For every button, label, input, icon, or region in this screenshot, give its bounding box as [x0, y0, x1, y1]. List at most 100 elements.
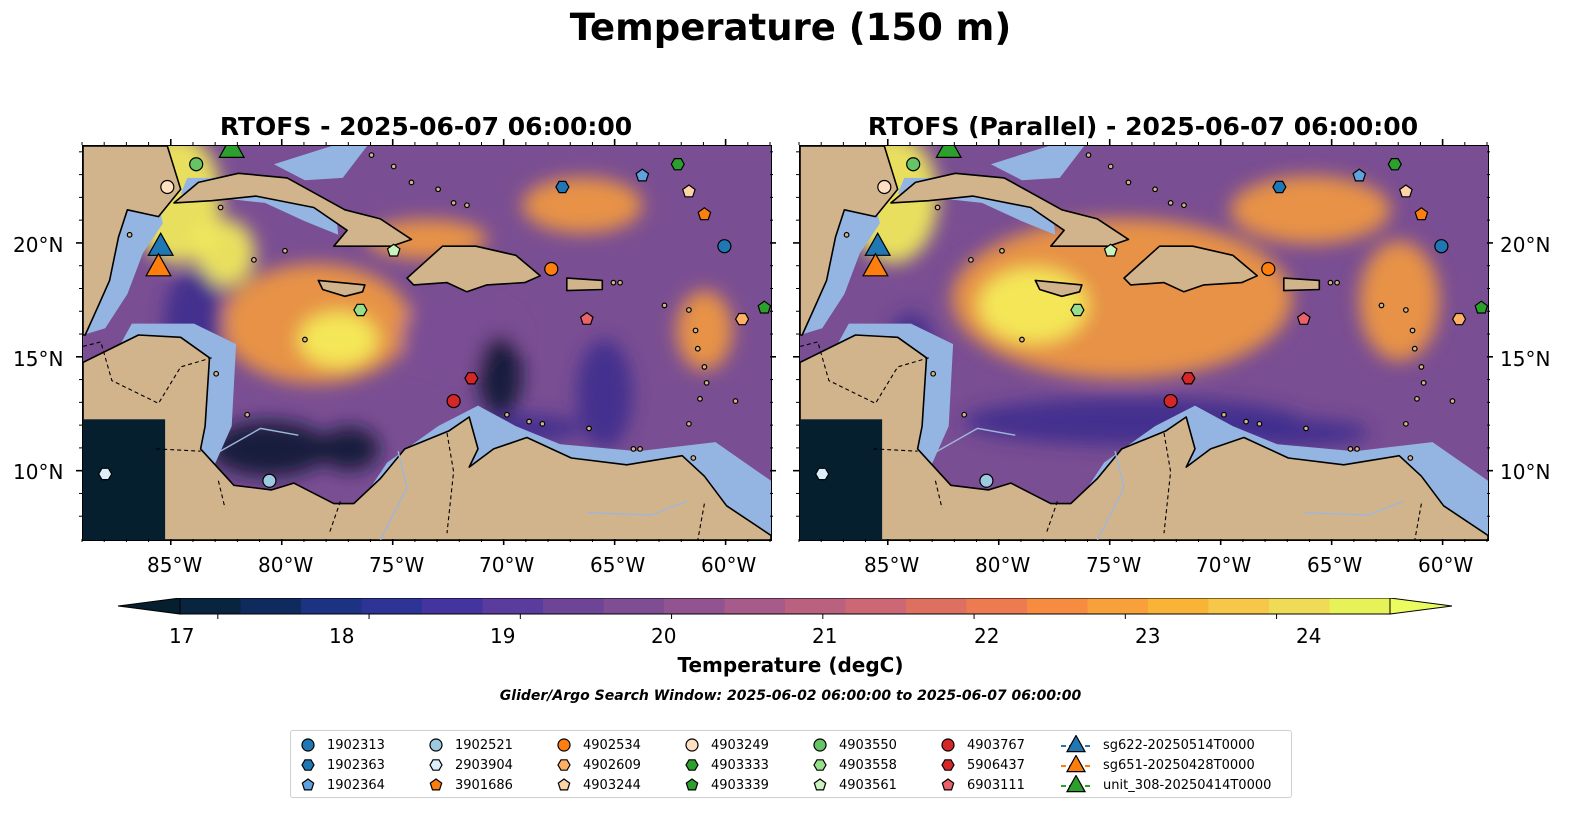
- island: [703, 379, 710, 386]
- island: [217, 204, 224, 211]
- country-border: [217, 480, 226, 509]
- island: [637, 446, 643, 452]
- argo-float-5906437: [1181, 372, 1196, 385]
- figure-title: Temperature (150 m): [569, 6, 1012, 49]
- x-tick-label: 60°W: [1418, 553, 1474, 577]
- argo-float-4903339: [1474, 300, 1488, 314]
- temperature-region: [1359, 240, 1440, 361]
- island: [934, 204, 941, 211]
- argo-float-1902363: [555, 180, 570, 194]
- pacific-ocean: [83, 419, 166, 540]
- legend-item: 1902521: [427, 735, 513, 755]
- island: [732, 398, 739, 404]
- island: [1409, 327, 1416, 334]
- country-border: [328, 501, 341, 534]
- country-border: [1414, 503, 1422, 540]
- legend-item: 4903558: [811, 755, 897, 775]
- legend-marker-icon: [941, 738, 955, 752]
- island: [1107, 163, 1114, 170]
- legend-marker-icon: [685, 738, 699, 752]
- x-tick-label: 80°W: [258, 553, 314, 577]
- argo-float-1902364: [635, 168, 650, 182]
- argo-float-4903558: [353, 303, 368, 317]
- island: [1414, 395, 1420, 402]
- island: [1402, 420, 1409, 427]
- island: [408, 179, 415, 186]
- country-border: [83, 341, 212, 405]
- legend-item: 2903904: [427, 755, 513, 775]
- argo-float-4903333: [1387, 158, 1402, 171]
- colorbar-tick-label: 20: [651, 624, 677, 648]
- colorbar-tick-label: 19: [490, 624, 516, 648]
- legend-glyph: [429, 759, 443, 771]
- colorbar: [117, 598, 1453, 619]
- x-tick-label: 65°W: [590, 553, 646, 577]
- argo-float-2903904: [98, 467, 113, 481]
- legend-item: 4903767: [939, 735, 1025, 755]
- y-tick-label: 10°N: [1500, 460, 1551, 484]
- map-panel-rtofs: [82, 145, 772, 541]
- x-tick-label: 75°W: [369, 553, 425, 577]
- legend-glyph: [301, 738, 315, 752]
- argo-float-5906437: [464, 372, 479, 385]
- x-tick-label: 70°W: [1196, 553, 1252, 577]
- legend-glider-icon: [1061, 755, 1091, 773]
- land-area: [1123, 245, 1259, 293]
- legend-glyph: [685, 778, 699, 791]
- legend-item: 4903550: [811, 735, 897, 755]
- argo-float-3901686: [697, 207, 712, 221]
- colorbar-segment: [180, 598, 241, 614]
- island: [1411, 345, 1418, 352]
- legend-marker-icon: [685, 759, 699, 771]
- legend-marker-icon: [813, 759, 827, 771]
- argo-float-4903558: [1070, 303, 1085, 317]
- panel-title-parallel: RTOFS (Parallel) - 2025-06-07 06:00:00: [867, 112, 1419, 141]
- temperature-region: [522, 177, 643, 234]
- argo-float-4902609: [734, 312, 750, 326]
- island: [1256, 420, 1263, 427]
- island: [1152, 186, 1158, 193]
- glider-unit_308-20250414T0000: [218, 146, 246, 158]
- country-border: [446, 432, 455, 534]
- argo-float-1902313: [1434, 239, 1449, 254]
- island: [1019, 336, 1025, 343]
- glider-unit_308-20250414T0000: [935, 146, 963, 158]
- temperature-region: [319, 426, 380, 471]
- legend-glyph: [813, 778, 827, 791]
- river: [379, 451, 408, 540]
- legend-glyph: [557, 759, 571, 771]
- colorbar-title: Temperature (degC): [677, 653, 904, 677]
- colorbar-segment: [1269, 598, 1330, 614]
- legend-glyph: [301, 778, 315, 791]
- island: [843, 231, 850, 238]
- land-area: [83, 334, 771, 540]
- argo-float-4903333: [670, 158, 685, 171]
- argo-float-4903561: [1103, 243, 1118, 257]
- island: [435, 186, 441, 193]
- island: [967, 256, 974, 263]
- temperature-region: [298, 311, 379, 368]
- colorbar-segment: [422, 598, 483, 614]
- colorbar-segment: [1087, 598, 1149, 614]
- x-tick-label: 80°W: [975, 553, 1031, 577]
- y-tick-label: 20°N: [1500, 233, 1551, 257]
- land-area: [800, 334, 1488, 540]
- argo-float-4903244: [681, 184, 696, 198]
- legend-item: 1902313: [299, 735, 385, 755]
- legend-glyph: [429, 738, 443, 752]
- legend-item: 4903244: [555, 775, 641, 795]
- legend-item: 1902363: [299, 755, 385, 775]
- island: [282, 247, 288, 254]
- x-tick-label: 65°W: [1307, 553, 1363, 577]
- land-area: [317, 279, 366, 298]
- legend-marker-icon: [557, 778, 571, 791]
- y-tick-label: 15°N: [13, 347, 64, 371]
- legend-marker-icon: [429, 759, 443, 771]
- island: [1125, 179, 1132, 186]
- argo-float-4902609: [1451, 312, 1467, 326]
- glider-sg622-20250514T0000: [147, 231, 175, 256]
- land-area: [1282, 277, 1321, 292]
- island: [126, 231, 133, 238]
- colorbar-tick-label: 18: [329, 624, 355, 648]
